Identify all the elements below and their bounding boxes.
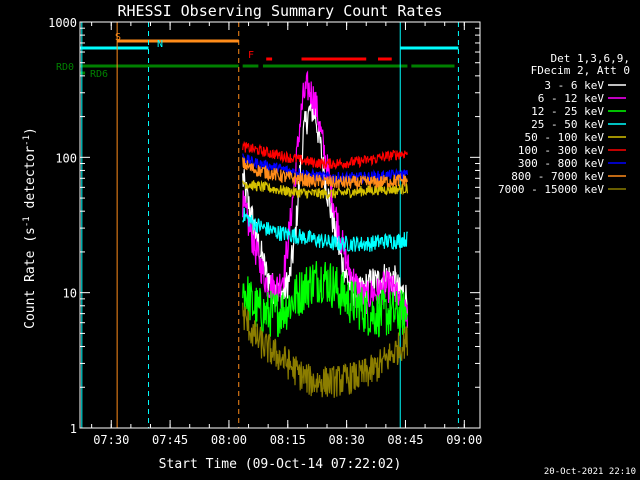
x-tick-label-2: 08:00 bbox=[211, 433, 247, 447]
night-flag-label: N bbox=[157, 39, 163, 50]
rd0-flag-label: RD0 bbox=[56, 62, 74, 73]
legend-label-2: 12 - 25 keV bbox=[531, 105, 604, 118]
series-line-3 bbox=[242, 207, 408, 252]
legend-header-0: Det 1,3,6,9, bbox=[551, 52, 630, 65]
chart-title: RHESSI Observing Summary Count Rates bbox=[117, 2, 442, 20]
saa-flag-label: S bbox=[115, 32, 121, 43]
legend-label-4: 50 - 100 keV bbox=[525, 131, 605, 144]
x-tick-label-0: 07:30 bbox=[93, 433, 129, 447]
y-axis-label-main: Count Rate (s bbox=[23, 227, 38, 329]
legend-label-8: 7000 - 15000 keV bbox=[498, 183, 604, 196]
series-line-6 bbox=[242, 153, 408, 184]
x-tick-label-5: 08:45 bbox=[387, 433, 423, 447]
y-axis-label-end: ) bbox=[23, 127, 38, 135]
series-line-5 bbox=[242, 140, 408, 170]
legend-label-1: 6 - 12 keV bbox=[538, 92, 605, 105]
series-line-8 bbox=[242, 302, 408, 398]
legend-label-3: 25 - 50 keV bbox=[531, 118, 604, 131]
y-tick-label-2: 100 bbox=[55, 151, 77, 165]
x-axis-label: Start Time (09-Oct-14 07:22:02) bbox=[159, 457, 402, 472]
legend-label-0: 3 - 6 keV bbox=[544, 79, 604, 92]
legend-header-1: FDecim 2, Att 0 bbox=[531, 64, 630, 77]
x-tick-label-6: 09:00 bbox=[446, 433, 482, 447]
footer-timestamp: 20-Oct-2021 22:10 bbox=[544, 467, 636, 477]
x-tick-label-1: 07:45 bbox=[152, 433, 188, 447]
legend-label-5: 100 - 300 keV bbox=[518, 144, 604, 157]
y-tick-label-3: 1000 bbox=[48, 16, 77, 30]
x-tick-label-4: 08:30 bbox=[329, 433, 365, 447]
series-line-7 bbox=[242, 157, 408, 190]
y-tick-label-1: 10 bbox=[63, 287, 77, 301]
flare-flag-label: F bbox=[248, 50, 254, 61]
y-tick-label-0: 1 bbox=[70, 422, 77, 436]
y-axis-label-sup1: -1 bbox=[22, 216, 32, 227]
series-line-2 bbox=[242, 261, 408, 338]
y-axis-label: Count Rate (s-1 detector-1) bbox=[22, 127, 38, 329]
y-axis-label-sup2: -1 bbox=[22, 135, 32, 146]
plot-frame bbox=[79, 21, 481, 429]
rd6-flag-label: RD6 bbox=[90, 69, 108, 80]
y-axis-label-mid: detector bbox=[23, 146, 38, 217]
legend-label-7: 800 - 7000 keV bbox=[511, 170, 604, 183]
legend-label-6: 300 - 800 keV bbox=[518, 157, 604, 170]
x-tick-label-3: 08:15 bbox=[270, 433, 306, 447]
